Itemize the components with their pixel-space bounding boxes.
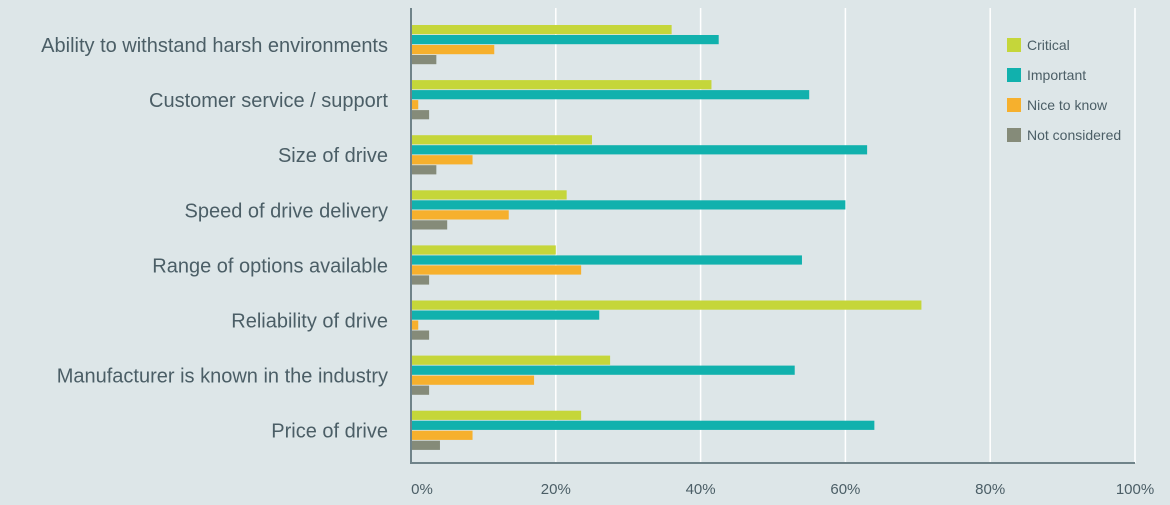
bar — [411, 320, 419, 330]
legend-swatch[interactable] — [1007, 38, 1021, 52]
legend[interactable]: Critical Important Nice to know Not conside… — [1007, 37, 1121, 143]
bar — [411, 35, 719, 45]
x-tick-label: 0% — [411, 481, 433, 498]
tick-labels: 0% 20% 40% 60% 80% 100% — [411, 481, 1154, 498]
bars — [411, 25, 922, 450]
bar — [411, 145, 868, 155]
bar — [411, 440, 440, 450]
x-tick-label: 100% — [1116, 481, 1154, 498]
bar — [411, 375, 535, 385]
legend-label[interactable]: Nice to know — [1027, 97, 1108, 113]
bar — [411, 330, 430, 340]
bar — [411, 135, 592, 145]
bar — [411, 80, 712, 90]
category-label: Speed of drive delivery — [185, 200, 388, 222]
bar — [411, 245, 556, 255]
category-label: Range of options available — [152, 255, 388, 277]
bar — [411, 355, 611, 365]
category-label: Reliability of drive — [231, 311, 388, 333]
bar — [411, 300, 922, 310]
legend-label[interactable]: Critical — [1027, 37, 1070, 53]
legend-label[interactable]: Not considered — [1027, 127, 1121, 143]
category-labels: Ability to withstand harsh environments C… — [41, 35, 388, 443]
bar — [411, 210, 509, 220]
category-label: Customer service / support — [149, 90, 388, 112]
category-label: Manufacturer is known in the industry — [57, 366, 388, 388]
category-label: Price of drive — [271, 421, 388, 443]
legend-label[interactable]: Important — [1027, 67, 1086, 83]
bar — [411, 110, 430, 120]
bar — [411, 365, 795, 375]
bar — [411, 200, 846, 210]
legend-swatch[interactable] — [1007, 98, 1021, 112]
bar — [411, 165, 437, 175]
bar — [411, 255, 802, 265]
x-tick-label: 40% — [686, 481, 716, 498]
legend-swatch[interactable] — [1007, 128, 1021, 142]
bar — [411, 275, 430, 285]
legend-swatch[interactable] — [1007, 68, 1021, 82]
bar — [411, 410, 582, 420]
category-label: Size of drive — [278, 145, 388, 167]
x-tick-label: 60% — [830, 481, 860, 498]
bar — [411, 55, 437, 65]
bar — [411, 310, 600, 320]
bar — [411, 420, 875, 430]
bar — [411, 265, 582, 275]
bar — [411, 220, 448, 230]
bar — [411, 100, 419, 110]
bar — [411, 430, 473, 440]
x-tick-label: 80% — [975, 481, 1005, 498]
axes — [410, 8, 1135, 464]
x-tick-label: 20% — [541, 481, 571, 498]
category-label: Ability to withstand harsh environments — [41, 35, 388, 57]
bar — [411, 190, 567, 200]
bar — [411, 25, 672, 35]
bar — [411, 45, 495, 55]
bar — [411, 155, 473, 165]
bar — [411, 385, 430, 395]
bar — [411, 90, 810, 100]
